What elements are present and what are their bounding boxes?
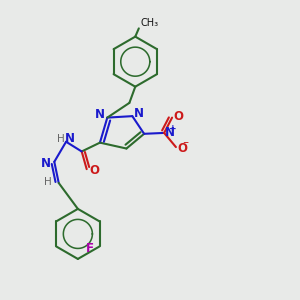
- Text: N: N: [165, 125, 175, 139]
- Text: N: N: [95, 108, 105, 121]
- Text: ⁻: ⁻: [182, 139, 189, 152]
- Text: CH₃: CH₃: [140, 17, 158, 28]
- Text: F: F: [86, 242, 94, 255]
- Text: N: N: [134, 107, 144, 120]
- Text: O: O: [177, 142, 188, 155]
- Text: O: O: [89, 164, 99, 177]
- Text: H: H: [57, 134, 64, 144]
- Text: N: N: [64, 132, 75, 145]
- Text: N: N: [41, 157, 51, 170]
- Text: O: O: [174, 110, 184, 123]
- Text: H: H: [44, 176, 52, 187]
- Text: +: +: [169, 124, 177, 133]
